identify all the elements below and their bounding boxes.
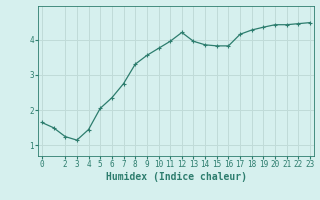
X-axis label: Humidex (Indice chaleur): Humidex (Indice chaleur) (106, 172, 246, 182)
